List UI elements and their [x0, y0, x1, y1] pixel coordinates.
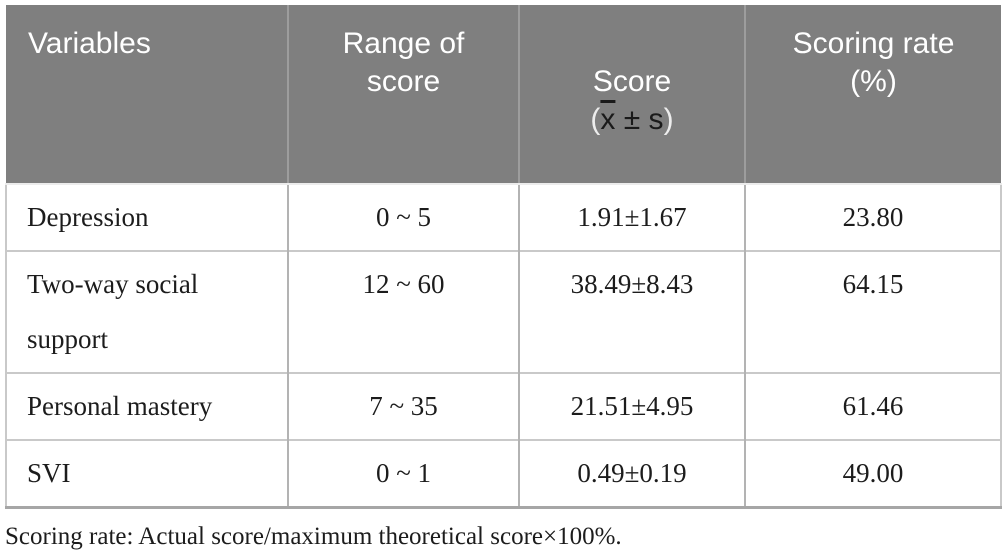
cell-score: 21.51±4.95	[518, 372, 745, 440]
cell-variable: Two-way social support	[5, 250, 288, 373]
table-row-personal-mastery: Personal mastery 7 ~ 35 21.51±4.95 61.46	[5, 372, 1002, 440]
cell-score: 38.49±8.43	[518, 250, 745, 373]
cell-rate: 61.46	[744, 372, 1002, 440]
cell-variable: Personal mastery	[5, 372, 288, 440]
cell-score: 1.91±1.67	[518, 184, 745, 251]
col-header-score-line1: Score	[592, 65, 672, 98]
col-header-score-subtitle: (x ± s)	[526, 101, 738, 139]
cell-variable: Depression	[5, 184, 288, 251]
cell-variable: SVI	[5, 439, 288, 509]
table-row-two-way-social-support: Two-way social support 12 ~ 60 38.49±8.4…	[5, 250, 1002, 373]
cell-rate: 49.00	[744, 439, 1002, 509]
table-header: Variables Range of score Score (x ± s) S…	[6, 5, 1001, 185]
cell-rate: 64.15	[744, 250, 1002, 373]
table-row-depression: Depression 0 ~ 5 1.91±1.67 23.80	[5, 184, 1002, 251]
cell-range: 0 ~ 5	[287, 184, 519, 251]
cell-rate: 23.80	[744, 184, 1002, 251]
col-header-range-of-score: Range of score	[287, 5, 519, 185]
descriptive-statistics-table: Variables Range of score Score (x ± s) S…	[5, 5, 1002, 509]
mean-sd-symbol: x ± s	[600, 103, 663, 136]
table-body: Depression 0 ~ 5 1.91±1.67 23.80 Two-way…	[5, 184, 1002, 509]
close-paren: )	[663, 103, 674, 136]
cell-range: 0 ~ 1	[287, 439, 519, 509]
open-paren: (	[590, 103, 601, 136]
cell-range: 7 ~ 35	[287, 372, 519, 440]
cell-range: 12 ~ 60	[287, 250, 519, 373]
col-header-scoring-rate: Scoring rate (%)	[744, 5, 1001, 185]
x-bar-symbol: x	[600, 103, 616, 136]
col-header-score: Score (x ± s)	[518, 5, 745, 185]
header-row: Variables Range of score Score (x ± s) S…	[6, 5, 1001, 185]
plus-minus-s: ± s	[615, 103, 664, 136]
table-footnote: Scoring rate: Actual score/maximum theor…	[5, 523, 622, 550]
col-header-variables: Variables	[6, 5, 288, 185]
cell-score: 0.49±0.19	[518, 439, 745, 509]
table-row-svi: SVI 0 ~ 1 0.49±0.19 49.00	[5, 439, 1002, 509]
